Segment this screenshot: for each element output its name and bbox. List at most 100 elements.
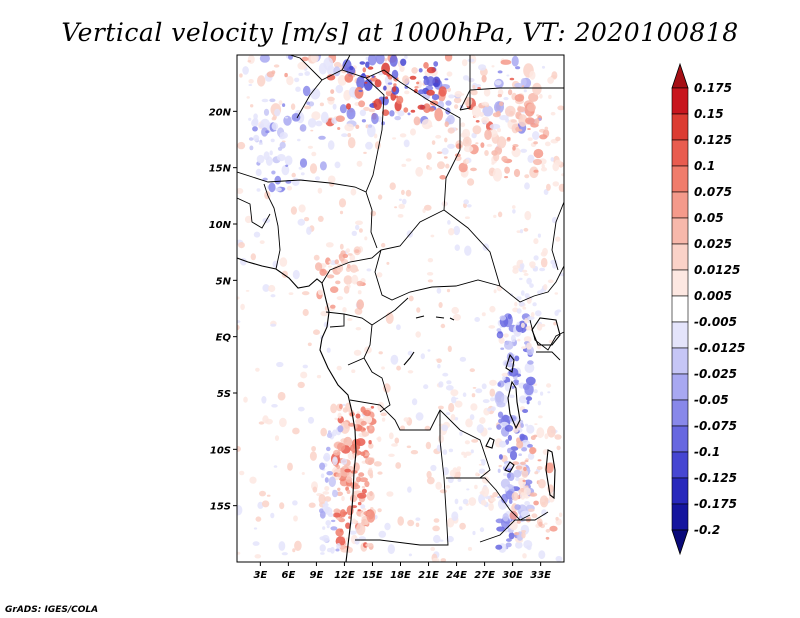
field-cell bbox=[333, 61, 342, 68]
field-cell bbox=[533, 500, 539, 506]
x-tick-label: 33E bbox=[530, 570, 551, 581]
field-cell bbox=[561, 173, 564, 177]
field-cell bbox=[491, 65, 495, 68]
field-cell bbox=[518, 395, 528, 404]
field-cell bbox=[365, 61, 370, 68]
field-cell bbox=[554, 310, 559, 316]
field-cell bbox=[467, 77, 475, 83]
field-cell bbox=[383, 383, 391, 393]
field-cell bbox=[526, 424, 535, 434]
field-cell bbox=[525, 396, 533, 401]
field-cell bbox=[371, 113, 379, 125]
field-cell bbox=[304, 217, 310, 222]
field-cell bbox=[426, 476, 435, 485]
field-cell bbox=[460, 132, 468, 138]
field-cell bbox=[258, 142, 263, 145]
field-cell bbox=[258, 421, 265, 425]
field-cell bbox=[465, 418, 473, 428]
lake-mweru bbox=[485, 437, 495, 449]
field-cell bbox=[506, 472, 511, 479]
field-cell bbox=[481, 383, 487, 390]
field-cell bbox=[239, 470, 245, 476]
border-line bbox=[371, 297, 409, 326]
field-cell bbox=[513, 469, 522, 478]
field-cell bbox=[476, 424, 484, 434]
field-cell bbox=[369, 473, 374, 479]
field-cell bbox=[278, 541, 286, 551]
field-cell bbox=[268, 182, 276, 193]
field-cell bbox=[509, 510, 518, 520]
field-cell bbox=[336, 296, 344, 301]
field-cell bbox=[440, 558, 447, 562]
field-cell bbox=[326, 547, 333, 553]
field-cell bbox=[460, 122, 466, 128]
field-cell bbox=[240, 303, 245, 311]
field-cell bbox=[533, 169, 539, 173]
field-cell bbox=[394, 437, 400, 444]
field-cell bbox=[342, 253, 349, 259]
field-cell bbox=[377, 401, 385, 412]
field-cell bbox=[341, 495, 345, 502]
field-cell bbox=[301, 291, 310, 296]
field-cell bbox=[482, 105, 494, 117]
field-cell bbox=[536, 466, 543, 470]
field-cell bbox=[529, 447, 537, 455]
field-cell bbox=[269, 150, 273, 156]
field-cell bbox=[403, 417, 410, 422]
field-cell bbox=[408, 295, 414, 302]
field-cell bbox=[361, 488, 367, 494]
field-cell bbox=[457, 478, 462, 482]
field-cell bbox=[328, 476, 336, 488]
field-cell bbox=[541, 65, 546, 69]
field-cell bbox=[413, 116, 421, 126]
field-cell bbox=[343, 275, 353, 285]
colorbar-label: 0.005 bbox=[694, 289, 732, 303]
field-cell bbox=[448, 402, 455, 413]
field-cell bbox=[327, 265, 332, 268]
field-cell bbox=[527, 452, 535, 460]
field-cell bbox=[365, 141, 373, 150]
field-cell bbox=[354, 249, 360, 254]
field-cell bbox=[271, 70, 276, 75]
field-cell bbox=[458, 506, 463, 511]
field-cell bbox=[389, 110, 395, 117]
border-line bbox=[536, 351, 561, 361]
field-cell bbox=[396, 365, 401, 371]
field-cell bbox=[516, 437, 521, 444]
colorbar-segment bbox=[671, 269, 689, 297]
field-cell bbox=[366, 268, 372, 272]
field-cell bbox=[335, 84, 344, 94]
field-cell bbox=[384, 58, 388, 62]
field-cell bbox=[522, 409, 529, 413]
field-cell bbox=[345, 248, 350, 254]
colorbar-label: 0.075 bbox=[694, 185, 732, 199]
field-cell bbox=[397, 516, 405, 526]
field-cell bbox=[538, 415, 543, 419]
field-cell bbox=[506, 538, 512, 542]
field-cell bbox=[270, 138, 275, 143]
field-cell bbox=[338, 198, 347, 208]
field-cell bbox=[355, 327, 362, 331]
field-cell bbox=[300, 172, 305, 176]
field-cell bbox=[513, 379, 519, 384]
field-cell bbox=[439, 489, 447, 494]
field-cell bbox=[500, 59, 512, 65]
field-cell bbox=[322, 491, 330, 495]
field-cell bbox=[351, 369, 356, 374]
field-cell bbox=[330, 526, 338, 531]
field-cell bbox=[421, 119, 433, 130]
field-cell bbox=[535, 310, 542, 317]
field-cell bbox=[461, 59, 468, 67]
field-cell bbox=[326, 432, 333, 438]
field-cell bbox=[440, 323, 446, 329]
field-cell bbox=[532, 302, 537, 307]
field-cell bbox=[360, 504, 366, 510]
field-cell bbox=[554, 434, 562, 440]
field-cell bbox=[385, 96, 389, 100]
field-cell bbox=[335, 280, 341, 285]
field-cell bbox=[492, 491, 499, 498]
field-cell bbox=[351, 274, 359, 285]
field-cell bbox=[271, 170, 276, 175]
field-cell bbox=[370, 405, 375, 409]
field-cell bbox=[387, 544, 395, 555]
